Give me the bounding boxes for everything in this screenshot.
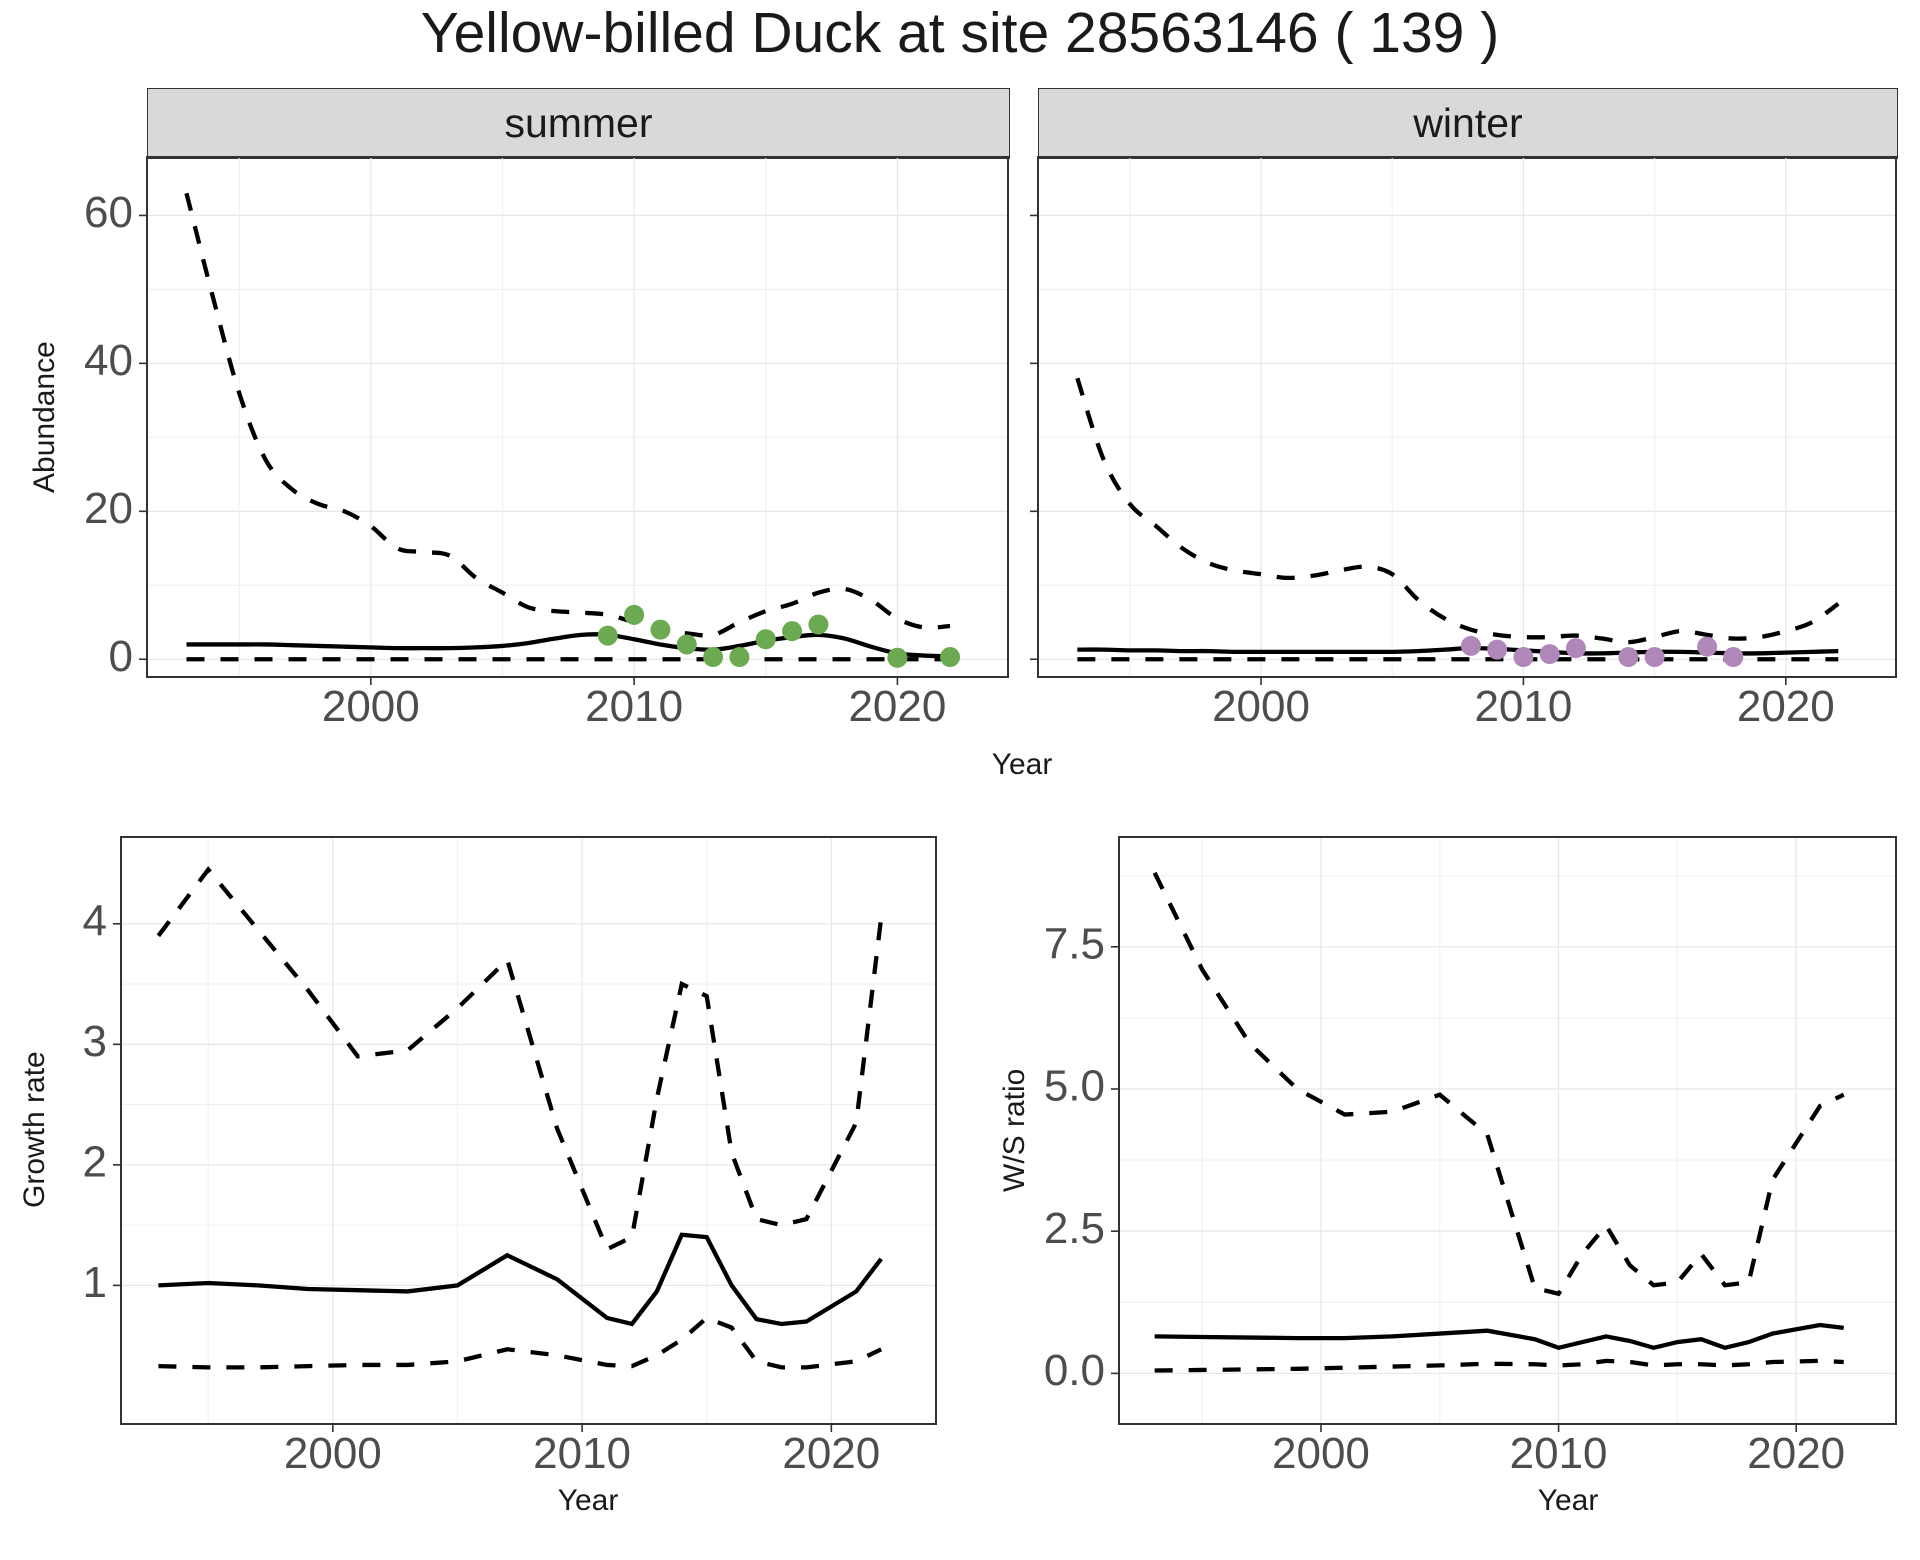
svg-text:2010: 2010: [1474, 682, 1572, 731]
svg-text:20: 20: [84, 484, 133, 533]
svg-text:2.5: 2.5: [1044, 1204, 1105, 1253]
svg-text:5.0: 5.0: [1044, 1062, 1105, 1111]
svg-text:40: 40: [84, 336, 133, 385]
svg-text:2000: 2000: [1212, 682, 1310, 731]
svg-text:2010: 2010: [585, 682, 683, 731]
svg-text:2: 2: [83, 1137, 107, 1186]
svg-text:2020: 2020: [848, 682, 946, 731]
svg-text:2000: 2000: [284, 1429, 382, 1478]
svg-text:7.5: 7.5: [1044, 919, 1105, 968]
svg-text:2020: 2020: [782, 1429, 880, 1478]
svg-text:2020: 2020: [1747, 1429, 1845, 1478]
svg-text:2020: 2020: [1737, 682, 1835, 731]
svg-text:2000: 2000: [322, 682, 420, 731]
svg-text:0.0: 0.0: [1044, 1346, 1105, 1395]
svg-text:4: 4: [83, 896, 107, 945]
svg-text:2010: 2010: [1510, 1429, 1608, 1478]
svg-text:60: 60: [84, 188, 133, 237]
svg-text:2000: 2000: [1272, 1429, 1370, 1478]
svg-text:2010: 2010: [533, 1429, 631, 1478]
svg-text:3: 3: [83, 1017, 107, 1066]
svg-text:0: 0: [109, 632, 133, 681]
svg-text:1: 1: [83, 1258, 107, 1307]
